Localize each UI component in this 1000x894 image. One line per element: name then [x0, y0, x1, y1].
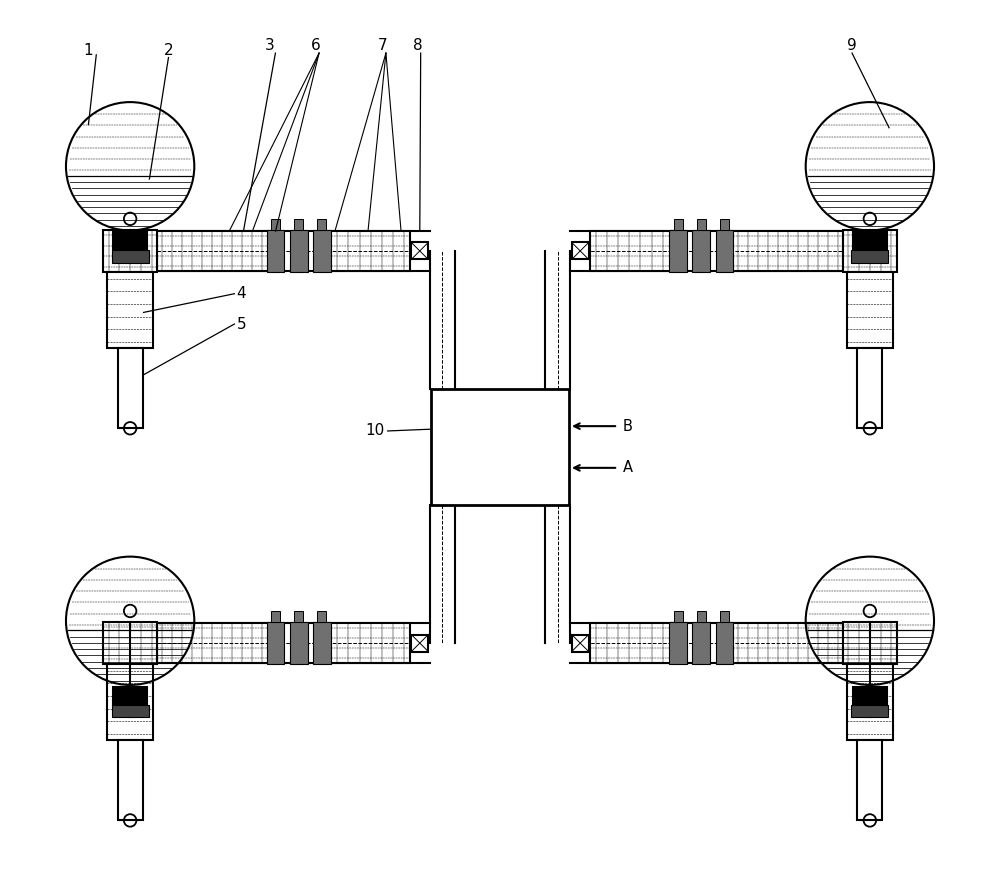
Text: 5: 5	[237, 316, 246, 332]
Bar	[411, 242, 428, 259]
Text: 4: 4	[237, 286, 246, 301]
Text: 6: 6	[311, 38, 320, 54]
Bar	[112, 704, 149, 717]
Bar	[313, 231, 331, 272]
Bar	[157, 232, 277, 271]
Bar	[857, 348, 882, 428]
Bar	[697, 611, 706, 622]
Bar	[321, 623, 410, 662]
Bar	[853, 687, 887, 704]
Bar	[290, 622, 308, 663]
Bar	[103, 230, 157, 273]
Bar	[313, 622, 331, 663]
Bar	[317, 219, 326, 231]
Bar	[843, 621, 897, 664]
Bar	[294, 219, 303, 231]
Bar	[692, 231, 710, 272]
Bar	[118, 740, 143, 821]
Bar	[716, 231, 733, 272]
Text: 8: 8	[413, 38, 423, 54]
Bar	[113, 232, 147, 250]
Bar	[723, 232, 843, 271]
Bar	[851, 704, 888, 717]
Text: 10: 10	[366, 424, 385, 438]
Bar	[720, 611, 729, 622]
Text: 3: 3	[265, 38, 275, 54]
Bar	[720, 219, 729, 231]
Bar	[674, 219, 683, 231]
Bar	[857, 740, 882, 821]
Bar	[411, 635, 428, 652]
Bar	[321, 232, 410, 271]
Bar	[847, 664, 893, 740]
Bar	[723, 623, 843, 662]
Bar	[847, 273, 893, 348]
Bar	[674, 611, 683, 622]
Bar	[590, 623, 679, 662]
Text: 7: 7	[378, 38, 387, 54]
Text: 9: 9	[847, 38, 857, 54]
Bar	[290, 231, 308, 272]
Bar	[697, 219, 706, 231]
Bar	[431, 389, 569, 505]
Bar	[271, 219, 280, 231]
Bar	[103, 621, 157, 664]
Text: 1: 1	[83, 43, 93, 58]
Bar	[572, 635, 589, 652]
Bar	[267, 231, 284, 272]
Bar	[590, 232, 679, 271]
Bar	[267, 622, 284, 663]
Bar	[853, 232, 887, 250]
Bar	[669, 231, 687, 272]
Text: 2: 2	[164, 43, 173, 58]
Bar	[107, 273, 153, 348]
Bar	[317, 611, 326, 622]
Bar	[692, 622, 710, 663]
Bar	[271, 611, 280, 622]
Bar	[669, 622, 687, 663]
Bar	[851, 250, 888, 263]
Bar	[118, 348, 143, 428]
Bar	[113, 687, 147, 704]
Bar	[716, 622, 733, 663]
Bar	[572, 242, 589, 259]
Bar	[294, 611, 303, 622]
Bar	[107, 664, 153, 740]
Text: B: B	[623, 418, 632, 434]
Bar	[157, 623, 277, 662]
Bar	[843, 230, 897, 273]
Bar	[112, 250, 149, 263]
Text: A: A	[623, 460, 633, 476]
